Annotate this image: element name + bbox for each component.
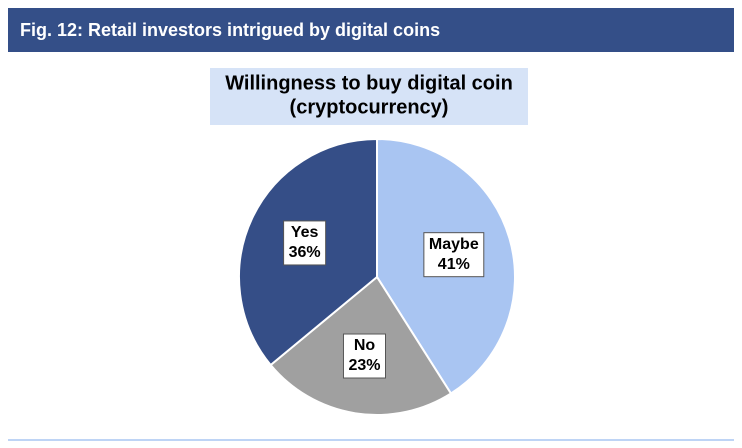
chart-title-box <box>210 68 528 125</box>
slice-label-box <box>342 333 387 379</box>
slice-label: Maybe <box>429 236 479 253</box>
header-title: Fig. 12: Retail investors intrigued by d… <box>20 20 440 40</box>
slice-label-box <box>283 220 327 266</box>
chart-title: (cryptocurrency) <box>290 96 449 118</box>
slice-value-label: 41% <box>438 256 470 273</box>
slice-label-box <box>423 232 485 278</box>
slice-value-label: 36% <box>289 244 321 261</box>
slice-label: No <box>354 337 376 354</box>
slice-value-label: 23% <box>348 357 380 374</box>
header-bar <box>8 8 734 52</box>
slice-label: Yes <box>291 224 319 241</box>
chart-title: Willingness to buy digital coin <box>225 72 513 94</box>
